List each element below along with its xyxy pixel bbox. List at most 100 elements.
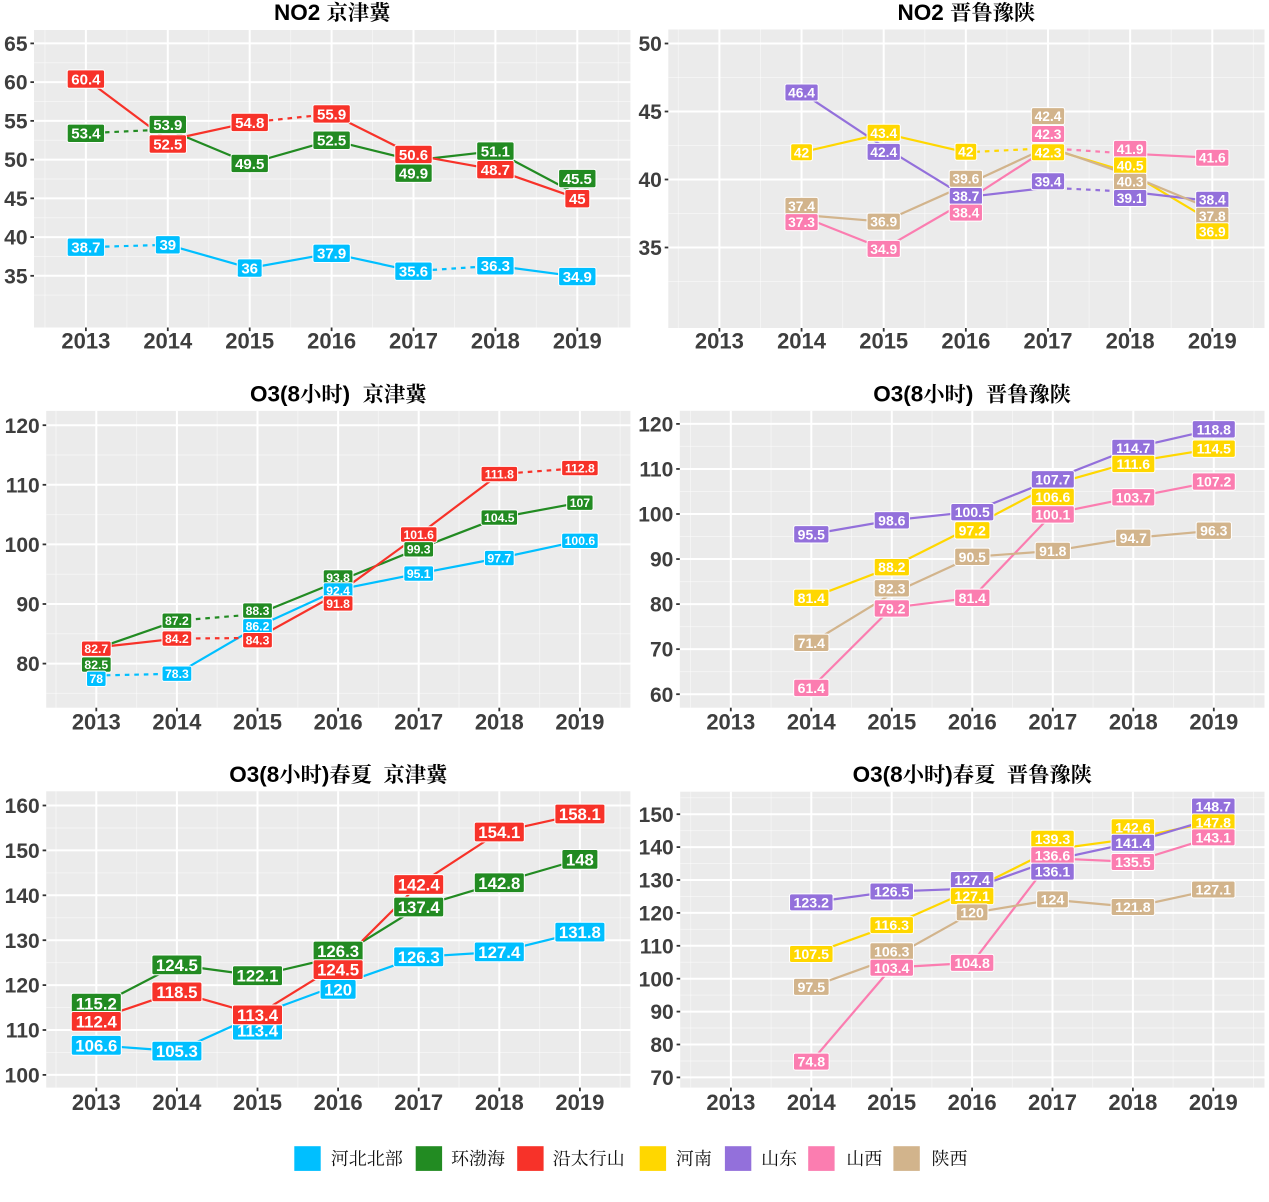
svg-text:136.6: 136.6: [1035, 848, 1071, 864]
svg-text:107.2: 107.2: [1196, 474, 1231, 490]
svg-text:2017: 2017: [1028, 1090, 1077, 1115]
svg-text:90: 90: [16, 594, 39, 617]
svg-text:80: 80: [650, 1034, 673, 1057]
svg-text:135.5: 135.5: [1115, 855, 1151, 871]
svg-text:O3(8: O3(8: [250, 382, 300, 407]
svg-text:2015: 2015: [867, 1090, 916, 1115]
svg-text:100: 100: [5, 1064, 40, 1087]
svg-text:107.5: 107.5: [794, 947, 830, 963]
svg-text:97.2: 97.2: [959, 522, 986, 538]
svg-text:37.9: 37.9: [317, 246, 346, 263]
svg-text:42.4: 42.4: [1035, 109, 1062, 124]
svg-text:2013: 2013: [706, 709, 755, 734]
svg-text:36.3: 36.3: [481, 258, 510, 275]
svg-text:2014: 2014: [777, 328, 827, 353]
svg-text:42.4: 42.4: [870, 145, 897, 160]
svg-text:2018: 2018: [471, 328, 520, 353]
svg-text:106.3: 106.3: [874, 944, 910, 960]
svg-text:120: 120: [639, 902, 674, 925]
svg-text:86.2: 86.2: [246, 620, 270, 634]
svg-text:97.7: 97.7: [487, 552, 511, 566]
svg-text:2018: 2018: [1106, 328, 1155, 353]
svg-text:2015: 2015: [233, 1090, 282, 1115]
svg-text:136.1: 136.1: [1035, 865, 1071, 881]
svg-text:50: 50: [4, 149, 27, 172]
svg-text:131.8: 131.8: [559, 923, 601, 942]
svg-text:NO2: NO2: [898, 0, 944, 25]
svg-text:148: 148: [566, 850, 594, 869]
svg-text:40.3: 40.3: [1117, 175, 1144, 190]
svg-text:100.6: 100.6: [565, 534, 596, 548]
svg-text:41.6: 41.6: [1199, 151, 1226, 166]
svg-text:107: 107: [570, 496, 591, 510]
svg-text:93.8: 93.8: [326, 571, 350, 585]
svg-text:42: 42: [958, 145, 974, 160]
svg-text:48.7: 48.7: [481, 162, 510, 179]
svg-text:122.1: 122.1: [237, 967, 279, 986]
svg-text:2016: 2016: [314, 1090, 363, 1115]
svg-text:2013: 2013: [72, 1090, 121, 1115]
svg-text:2017: 2017: [394, 1090, 443, 1115]
svg-text:38.7: 38.7: [952, 189, 979, 204]
svg-text:39: 39: [159, 237, 176, 254]
svg-text:130: 130: [639, 870, 674, 893]
svg-text:103.4: 103.4: [874, 961, 910, 977]
svg-text:40: 40: [638, 169, 661, 192]
svg-text:84.3: 84.3: [246, 634, 270, 648]
svg-text:2014: 2014: [787, 709, 837, 734]
svg-text:42: 42: [794, 145, 810, 160]
svg-text:95.5: 95.5: [798, 526, 825, 542]
svg-text:42.3: 42.3: [1035, 145, 1062, 160]
svg-text:115.2: 115.2: [76, 994, 117, 1013]
svg-text:36.9: 36.9: [870, 215, 897, 230]
svg-text:): ): [945, 762, 953, 787]
svg-text:2017: 2017: [1028, 709, 1077, 734]
svg-text:160: 160: [5, 795, 40, 818]
svg-text:49.9: 49.9: [399, 166, 428, 183]
svg-text:141.4: 141.4: [1115, 836, 1151, 852]
svg-text:91.8: 91.8: [1039, 543, 1066, 559]
svg-text:2016: 2016: [948, 1090, 997, 1115]
svg-text:60: 60: [650, 684, 673, 707]
svg-text:39.1: 39.1: [1117, 191, 1144, 206]
svg-text:95.1: 95.1: [407, 567, 431, 581]
svg-text:94.7: 94.7: [1120, 530, 1147, 546]
svg-text:O3(8: O3(8: [229, 762, 279, 787]
svg-text:158.1: 158.1: [559, 805, 601, 824]
svg-text:127.1: 127.1: [954, 889, 990, 905]
svg-text:82.5: 82.5: [84, 658, 108, 672]
svg-text:2018: 2018: [1108, 1090, 1157, 1115]
svg-text:2017: 2017: [394, 709, 443, 734]
svg-text:2015: 2015: [233, 709, 282, 734]
svg-text:71.4: 71.4: [798, 635, 825, 651]
svg-text:147.8: 147.8: [1196, 816, 1232, 832]
svg-text:35: 35: [4, 265, 28, 288]
svg-text:51.1: 51.1: [481, 144, 510, 161]
svg-text:2015: 2015: [225, 328, 274, 353]
svg-text:53.4: 53.4: [71, 126, 101, 143]
svg-text:41.9: 41.9: [1117, 142, 1144, 157]
svg-text:103.7: 103.7: [1116, 489, 1151, 505]
svg-text:120: 120: [5, 975, 40, 998]
svg-text:2016: 2016: [314, 709, 363, 734]
svg-text:2019: 2019: [1188, 328, 1237, 353]
svg-text:55: 55: [4, 110, 28, 133]
svg-text:90: 90: [650, 1001, 673, 1024]
svg-text:120: 120: [960, 906, 984, 922]
svg-text:2014: 2014: [787, 1090, 837, 1115]
svg-text:100.5: 100.5: [955, 504, 990, 520]
svg-text:2018: 2018: [475, 709, 524, 734]
svg-text:110: 110: [639, 459, 673, 482]
svg-text:150: 150: [5, 840, 40, 863]
svg-text:35.6: 35.6: [399, 264, 428, 281]
svg-text:96.3: 96.3: [1200, 523, 1227, 539]
svg-text:88.2: 88.2: [878, 559, 905, 575]
svg-text:148.7: 148.7: [1196, 800, 1232, 816]
svg-text:2016: 2016: [941, 328, 990, 353]
svg-text:107.7: 107.7: [1035, 471, 1070, 487]
svg-text:34.9: 34.9: [870, 242, 897, 257]
svg-text:150: 150: [639, 804, 674, 827]
svg-text:101.6: 101.6: [403, 528, 434, 542]
svg-text:36: 36: [241, 260, 258, 277]
svg-text:2013: 2013: [706, 1090, 755, 1115]
